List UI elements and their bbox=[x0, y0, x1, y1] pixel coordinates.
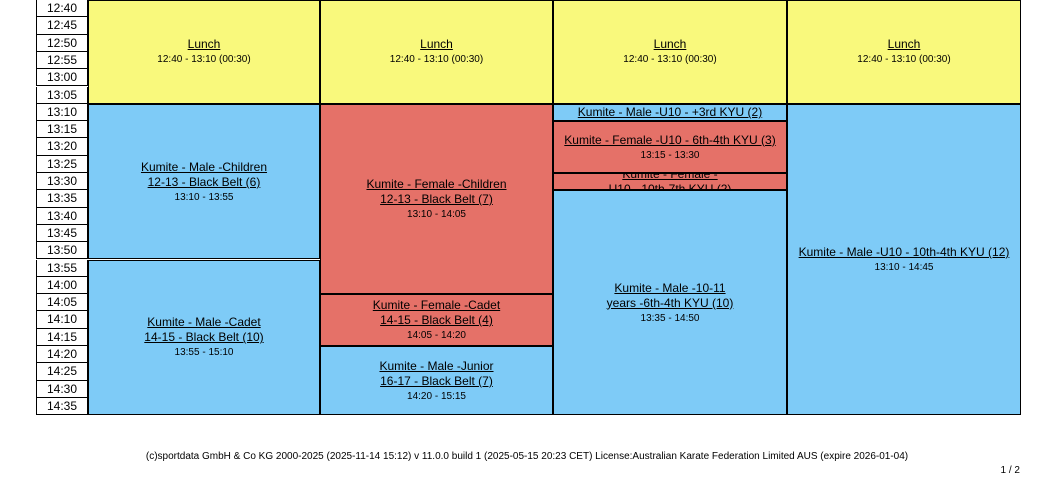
time-slot-label: 13:45 bbox=[36, 224, 88, 243]
event-title[interactable]: Lunch bbox=[653, 37, 687, 52]
time-slot-label: 14:35 bbox=[36, 397, 88, 416]
event-time: 13:55 - 15:10 bbox=[174, 347, 234, 359]
event-title[interactable]: Lunch bbox=[187, 37, 221, 52]
event-title[interactable]: Lunch bbox=[887, 37, 921, 52]
event-time: 13:10 - 14:45 bbox=[874, 261, 934, 273]
event-time: 12:40 - 13:10 (00:30) bbox=[389, 54, 484, 66]
event-time: 14:05 - 14:20 bbox=[407, 330, 466, 342]
time-slot-label: 13:15 bbox=[36, 121, 88, 139]
event-time: 14:20 - 15:15 bbox=[407, 390, 466, 402]
event-block[interactable]: Kumite - Male -Cadet 14-15 - Black Belt … bbox=[88, 259, 320, 416]
lunch-block[interactable]: Lunch 12:40 - 13:10 (00:30) bbox=[88, 0, 320, 104]
schedule-grid: 12:40 12:45 12:50 12:55 13:00 13:05 13:10 13:15… bbox=[36, 0, 1021, 416]
time-slot-label: 14:10 bbox=[36, 311, 88, 329]
time-slot-label: 13:25 bbox=[36, 155, 88, 173]
time-slot-label: 12:50 bbox=[36, 34, 88, 52]
lunch-block[interactable]: Lunch 12:40 - 13:10 (00:30) bbox=[320, 0, 553, 104]
event-time: 13:15 - 13:30 bbox=[640, 149, 700, 161]
event-title[interactable]: Kumite - Female -U10 - 6th-4th KYU (3) bbox=[564, 132, 776, 147]
event-title[interactable]: Kumite - Female - U10 - 10th-7th KYU (2) bbox=[608, 173, 732, 191]
event-time: 12:40 - 13:10 (00:30) bbox=[157, 54, 251, 66]
event-title[interactable]: Kumite - Male -Cadet 14-15 - Black Belt … bbox=[144, 315, 264, 345]
event-title[interactable]: Lunch bbox=[420, 37, 453, 52]
time-slot-label: 14:25 bbox=[36, 363, 88, 381]
event-block[interactable]: Kumite - Female -Children 12-13 - Black … bbox=[320, 103, 553, 295]
event-time: 13:10 - 14:05 bbox=[407, 208, 466, 220]
time-slot-label: 14:00 bbox=[36, 276, 88, 295]
time-slot-label: 14:30 bbox=[36, 380, 88, 398]
event-block[interactable]: Kumite - Male -U10 - 10th-4th KYU (12) 13… bbox=[787, 103, 1021, 416]
lunch-block[interactable]: Lunch 12:40 - 13:10 (00:30) bbox=[553, 0, 787, 104]
time-slot-label: 13:10 bbox=[36, 103, 88, 122]
time-slot-label: 13:50 bbox=[36, 242, 88, 260]
event-block[interactable]: Kumite - Male -10-11 years -6th-4th KYU … bbox=[553, 190, 787, 416]
event-time: 12:40 - 13:10 (00:30) bbox=[623, 54, 717, 66]
time-slot-label: 13:20 bbox=[36, 138, 88, 156]
time-slot-label: 14:15 bbox=[36, 328, 88, 346]
event-title[interactable]: Kumite - Male -U10 - 10th-4th KYU (12) bbox=[798, 244, 1010, 259]
event-title[interactable]: Kumite - Female -Children 12-13 - Black … bbox=[366, 176, 507, 206]
event-block[interactable]: Kumite - Female - U10 - 10th-7th KYU (2) bbox=[553, 173, 787, 191]
footer-license-text: (c)sportdata GmbH & Co KG 2000-2025 (202… bbox=[145, 451, 909, 462]
event-title[interactable]: Kumite - Male -U10 - +3rd KYU (2) bbox=[577, 104, 763, 119]
time-slot-label: 14:20 bbox=[36, 346, 88, 364]
event-block[interactable]: Kumite - Male -U10 - +3rd KYU (2) bbox=[553, 103, 787, 122]
event-block[interactable]: Kumite - Female -Cadet 14-15 - Black Bel… bbox=[320, 294, 553, 346]
time-slot-label: 13:55 bbox=[36, 259, 88, 277]
event-title[interactable]: Kumite - Female -Cadet 14-15 - Black Bel… bbox=[372, 298, 501, 328]
time-slot-label: 14:05 bbox=[36, 294, 88, 312]
time-slot-label: 12:45 bbox=[36, 17, 88, 35]
time-slot-label: 12:40 bbox=[36, 0, 88, 18]
time-slot-label: 12:55 bbox=[36, 51, 88, 70]
time-slot-label: 13:05 bbox=[36, 86, 88, 104]
event-time: 12:40 - 13:10 (00:30) bbox=[857, 54, 951, 66]
event-title[interactable]: Kumite - Male -Junior 16-17 - Black Belt… bbox=[379, 358, 494, 388]
page-number: 1 / 2 bbox=[1000, 465, 1020, 476]
lunch-block[interactable]: Lunch 12:40 - 13:10 (00:30) bbox=[787, 0, 1021, 104]
time-slot-label: 13:40 bbox=[36, 207, 88, 225]
time-slot-label: 13:30 bbox=[36, 173, 88, 191]
time-slot-label: 13:35 bbox=[36, 190, 88, 208]
event-title[interactable]: Kumite - Male -10-11 years -6th-4th KYU … bbox=[606, 280, 734, 310]
event-block[interactable]: Kumite - Male -Children 12-13 - Black Be… bbox=[88, 103, 320, 260]
event-title[interactable]: Kumite - Male -Children 12-13 - Black Be… bbox=[140, 159, 268, 189]
event-block[interactable]: Kumite - Male -Junior 16-17 - Black Belt… bbox=[320, 346, 553, 416]
event-time: 13:35 - 14:50 bbox=[640, 312, 700, 324]
event-time: 13:10 - 13:55 bbox=[174, 191, 234, 203]
event-block[interactable]: Kumite - Female -U10 - 6th-4th KYU (3) 13… bbox=[553, 121, 787, 173]
time-slot-label: 13:00 bbox=[36, 69, 88, 87]
